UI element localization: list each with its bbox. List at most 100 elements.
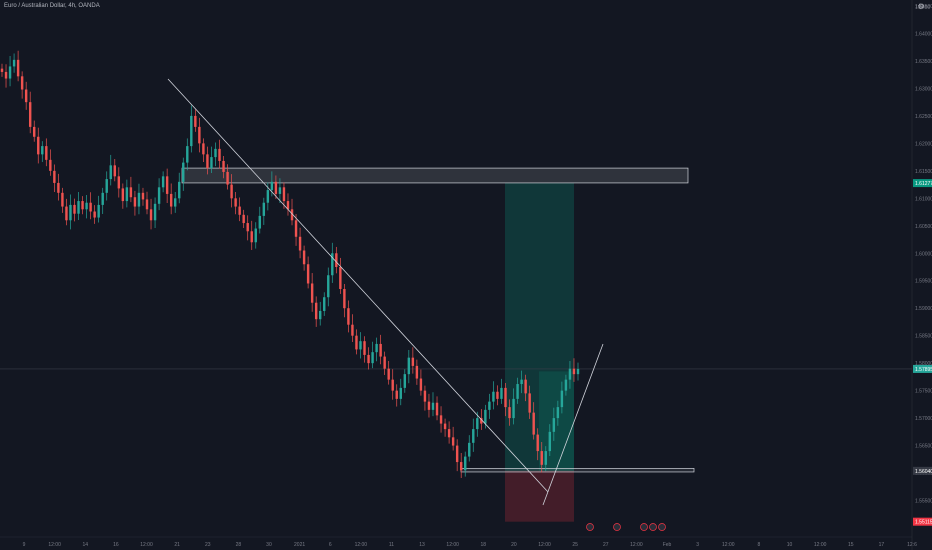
candle-body — [319, 310, 322, 320]
candle-body — [93, 211, 96, 218]
candle-body — [395, 390, 398, 399]
candle-body — [61, 192, 64, 207]
candle-body — [53, 170, 56, 183]
price-tick-label: 1.61500 — [915, 169, 932, 175]
economic-event-icon — [640, 523, 648, 531]
time-tick-label: 30 — [266, 542, 272, 548]
bottom-price-tag-bg — [913, 517, 932, 526]
candle-body — [351, 324, 354, 336]
stop-price-tag-bg — [913, 466, 932, 475]
time-tick-label: 12:00 — [355, 542, 368, 548]
candle-body — [157, 187, 161, 204]
candle-body — [335, 253, 338, 267]
price-axis[interactable]: 1.64500 1.64000 1.63500 1.63000 1.62500 1.620… — [911, 0, 932, 550]
candle-body — [459, 462, 463, 471]
time-tick-label: 17 — [879, 542, 885, 548]
candle-body — [480, 418, 483, 424]
candle-body — [331, 253, 334, 276]
candle-body — [411, 357, 415, 366]
candle-body — [548, 431, 552, 452]
candle-body — [149, 209, 153, 221]
candle-body — [524, 379, 527, 394]
candle-body — [447, 429, 451, 438]
candle-body — [274, 181, 278, 194]
candle-body — [359, 341, 362, 350]
settings-gear-icon[interactable]: ⚙ — [917, 2, 925, 11]
candle-body — [8, 66, 12, 79]
descending-trendline — [167, 78, 549, 493]
candle-body — [399, 387, 402, 399]
candle-body — [431, 402, 435, 410]
candle-body — [560, 390, 564, 408]
candle-body — [198, 126, 201, 144]
candle-body — [77, 201, 80, 214]
candle-body — [97, 204, 100, 218]
time-axis[interactable]: 9 12:00 14 16 12:00 21 23 28 30 2021 6 12:00 11 13 12:… — [0, 536, 917, 548]
economic-event-icon — [613, 523, 621, 531]
candle-body — [476, 418, 479, 430]
candle-body — [512, 398, 515, 419]
time-tick-label: 15 — [848, 542, 854, 548]
time-tick-label: 21 — [174, 542, 180, 548]
time-tick-label: 25 — [572, 542, 578, 548]
candle-body — [403, 374, 407, 388]
candle-body — [178, 181, 181, 199]
candle-body — [173, 198, 177, 207]
candle-body — [472, 429, 475, 443]
time-tick-label: 3 — [696, 542, 699, 548]
candle-body — [206, 154, 209, 169]
candle-body — [302, 250, 306, 265]
candle-body — [0, 68, 4, 72]
candle-body — [186, 146, 189, 163]
trendlines-layer — [167, 78, 604, 506]
candle-body — [339, 267, 342, 289]
candle-body — [504, 387, 507, 408]
price-tick-label: 1.64000 — [915, 31, 932, 37]
candles-layer — [0, 50, 580, 478]
candle-body — [254, 228, 257, 243]
candle-body — [230, 184, 233, 199]
candle-body — [367, 354, 370, 364]
price-tick-label: 1.57000 — [915, 416, 932, 422]
candle-body — [137, 192, 141, 207]
price-tick-label: 1.62500 — [915, 114, 932, 120]
candle-body — [540, 451, 543, 465]
price-tick-label: 1.64500 — [915, 4, 932, 10]
time-tick-label: 12:00 — [722, 542, 735, 548]
price-tick-label: 1.60000 — [915, 251, 932, 257]
candle-body — [73, 204, 76, 214]
candle-body — [145, 199, 149, 210]
candle-body — [182, 162, 185, 182]
price-tick-label: 1.60500 — [915, 224, 932, 230]
candle-body — [508, 407, 511, 419]
candle-body — [439, 415, 443, 424]
price-tick-label: 1.63500 — [915, 59, 932, 65]
candle-body — [37, 136, 40, 155]
candle-body — [464, 456, 467, 471]
candle-body — [41, 146, 44, 155]
current-price-tag: 1.57895 — [915, 367, 932, 373]
candle-body — [109, 165, 112, 180]
candle-body — [520, 379, 523, 385]
candle-body — [544, 451, 547, 465]
time-tick-label: 12:00 — [630, 542, 643, 548]
price-tick-label: 1.57500 — [915, 389, 932, 395]
candle-body — [101, 192, 104, 205]
candle-body — [57, 182, 60, 193]
top-axis-value: 1.6450 — [915, 5, 931, 11]
candle-body — [202, 143, 205, 155]
candle-body — [4, 71, 8, 79]
candle-body — [129, 187, 133, 198]
time-tick-label: 20 — [511, 542, 517, 548]
candle-body — [89, 202, 92, 212]
candle-body — [375, 343, 378, 353]
candle-body — [169, 193, 173, 207]
candle-body — [113, 165, 116, 177]
candle-body — [564, 379, 568, 391]
candle-body — [556, 407, 560, 419]
candle-body — [468, 442, 471, 457]
drawings-layer — [0, 167, 912, 522]
time-tick-label: 8 — [758, 542, 761, 548]
candle-body — [407, 357, 411, 375]
